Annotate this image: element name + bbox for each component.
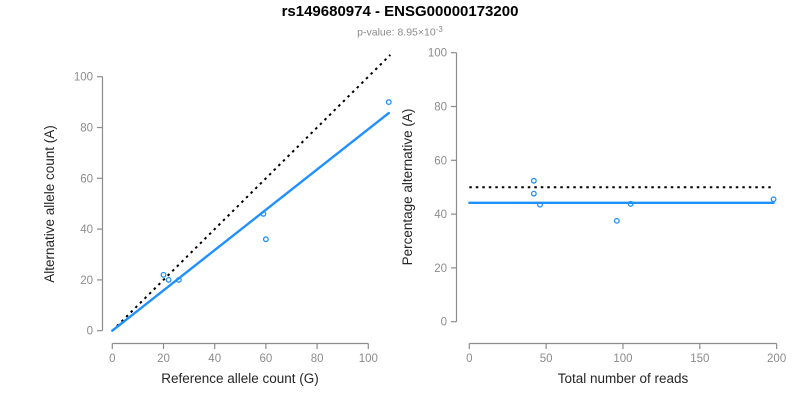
panel-percentage-alternative: 0 20 40 60 80 100 0 50 100 150 200 [428, 48, 786, 365]
y-tick-label: 100 [428, 48, 447, 60]
x-tick-label: 100 [613, 353, 632, 365]
percentage-alternative-scatter-point [530, 177, 537, 184]
right-y-axis-title: Percentage alternative (A) [400, 109, 415, 266]
y-tick-label: 60 [434, 155, 447, 167]
y-tick-label: 80 [80, 123, 93, 135]
x-tick-label: 200 [767, 353, 786, 365]
y-tick-label: 40 [434, 209, 447, 221]
y-tick-label: 20 [434, 263, 447, 275]
x-tick-label: 80 [311, 353, 324, 365]
panel-allele-counts: 0 20 40 60 80 100 0 20 40 60 80 100 [74, 54, 392, 365]
percentage-alternative-scatter-point [613, 217, 620, 224]
x-tick-label: 100 [359, 353, 378, 365]
p-value-text: p-value: 8.95×10 [357, 26, 436, 39]
allele-counts-scatter-point [385, 99, 392, 106]
allele-counts-scatter-point [160, 271, 167, 278]
plot-title: rs149680974 - ENSG00000173200 [281, 3, 519, 20]
x-tick-label: 0 [466, 353, 472, 365]
p-value-exponent: -3 [435, 24, 443, 34]
percentage-alternative-scatter-point [530, 190, 537, 197]
allele-counts-scatter-point [260, 210, 267, 217]
x-tick-label: 150 [690, 353, 709, 365]
x-tick-label: 0 [109, 353, 115, 365]
y-tick-label: 40 [80, 224, 93, 236]
y-tick-label: 60 [80, 173, 93, 185]
left-x-axis-title: Reference allele count (G) [161, 371, 319, 386]
y-tick-label: 20 [80, 275, 93, 287]
percentage-alternative-scatter-point [770, 196, 777, 203]
percentage-alternative-scatter-point [627, 200, 634, 207]
x-tick-label: 50 [540, 353, 553, 365]
right-x-axis-title: Total number of reads [558, 371, 689, 386]
identity-line [111, 54, 392, 332]
allele-counts-scatter-point [165, 276, 172, 283]
y-tick-label: 0 [441, 317, 447, 329]
fit-line [111, 111, 390, 332]
x-tick-label: 20 [157, 353, 170, 365]
percentage-alternative-scatter-point [537, 201, 543, 208]
y-tick-label: 80 [434, 102, 447, 114]
y-tick-label: 0 [87, 326, 93, 338]
left-y-axis-title: Alternative allele count (A) [42, 125, 57, 283]
x-tick-label: 40 [208, 353, 221, 365]
x-tick-label: 60 [260, 353, 273, 365]
allele-counts-scatter-point [262, 236, 269, 243]
plot-subtitle: p-value: 8.95×10-3 [0, 24, 800, 39]
y-tick-label: 100 [74, 72, 93, 84]
allele-counts-scatter-point [175, 276, 182, 283]
